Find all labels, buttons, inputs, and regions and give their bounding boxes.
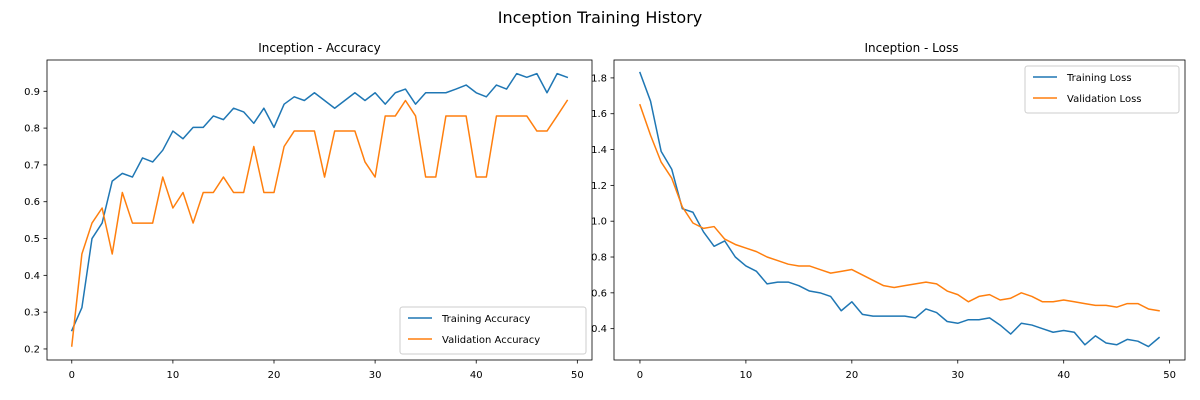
accuracy-series-validation-accuracy	[70, 99, 569, 347]
loss-y-tick-label: 1.0	[591, 217, 607, 228]
loss-y-tick-label: 1.2	[591, 181, 607, 192]
loss-series-training-loss	[638, 71, 1161, 348]
accuracy-y-tick-label: 0.4	[24, 271, 40, 282]
accuracy-y-tick-label: 0.7	[24, 160, 40, 171]
accuracy-legend-box	[399, 306, 587, 355]
loss-x-tick-label: 10	[740, 370, 753, 381]
loss-x-tick-label: 0	[637, 370, 643, 381]
accuracy-legend-label: Training Accuracy	[441, 314, 530, 325]
loss-chart: Inception - Loss 0 10 20 30 40 50 0.4 0.6 0.8 1.0…	[591, 41, 1186, 381]
loss-x-tick-label: 40	[1057, 370, 1070, 381]
accuracy-x-tick-label: 50	[571, 370, 584, 381]
figure-title: Inception Training History	[498, 8, 703, 27]
accuracy-series-training-accuracy	[70, 72, 569, 332]
loss-legend-label: Training Loss	[1066, 73, 1132, 84]
accuracy-y-tick-label: 0.6	[24, 197, 40, 208]
loss-chart-title: Inception - Loss	[864, 41, 958, 55]
accuracy-y-tick-label: 0.3	[24, 308, 40, 319]
accuracy-chart-title: Inception - Accuracy	[258, 41, 380, 55]
accuracy-y-tick-label: 0.8	[24, 124, 40, 135]
accuracy-legend-label: Validation Accuracy	[442, 335, 540, 346]
accuracy-chart: Inception - Accuracy 0 10 20 30 40 50 0.2 0.3 0.…	[24, 41, 593, 381]
accuracy-x-tick-label: 10	[167, 370, 180, 381]
loss-legend-label: Validation Loss	[1067, 94, 1142, 105]
accuracy-y-tick-label: 0.5	[24, 234, 40, 245]
loss-y-tick-label: 1.4	[591, 145, 607, 156]
loss-y-tick-label: 0.4	[591, 324, 607, 335]
accuracy-y-tick-label: 0.2	[24, 344, 40, 355]
accuracy-y-tick-label: 0.9	[24, 87, 40, 98]
accuracy-x-tick-label: 30	[369, 370, 382, 381]
loss-x-tick-label: 50	[1163, 370, 1176, 381]
accuracy-x-tick-label: 20	[268, 370, 281, 381]
accuracy-x-tick-label: 40	[470, 370, 483, 381]
accuracy-legend: Training Accuracy Validation Accuracy	[399, 306, 587, 355]
loss-y-tick-label: 1.6	[591, 109, 607, 120]
loss-y-tick-label: 0.6	[591, 288, 607, 299]
loss-x-tick-label: 30	[951, 370, 964, 381]
loss-legend: Training Loss Validation Loss	[1024, 65, 1180, 114]
accuracy-x-tick-label: 0	[69, 370, 75, 381]
loss-x-tick-label: 20	[845, 370, 858, 381]
loss-y-tick-label: 0.8	[591, 253, 607, 264]
loss-legend-box	[1024, 65, 1180, 114]
loss-series-validation-loss	[638, 103, 1160, 312]
loss-y-tick-label: 1.8	[591, 73, 607, 84]
accuracy-axes-frame	[46, 59, 593, 361]
loss-axes-frame	[613, 59, 1186, 361]
